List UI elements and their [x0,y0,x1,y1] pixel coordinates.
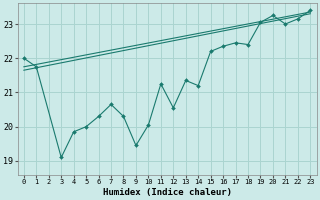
X-axis label: Humidex (Indice chaleur): Humidex (Indice chaleur) [103,188,232,197]
